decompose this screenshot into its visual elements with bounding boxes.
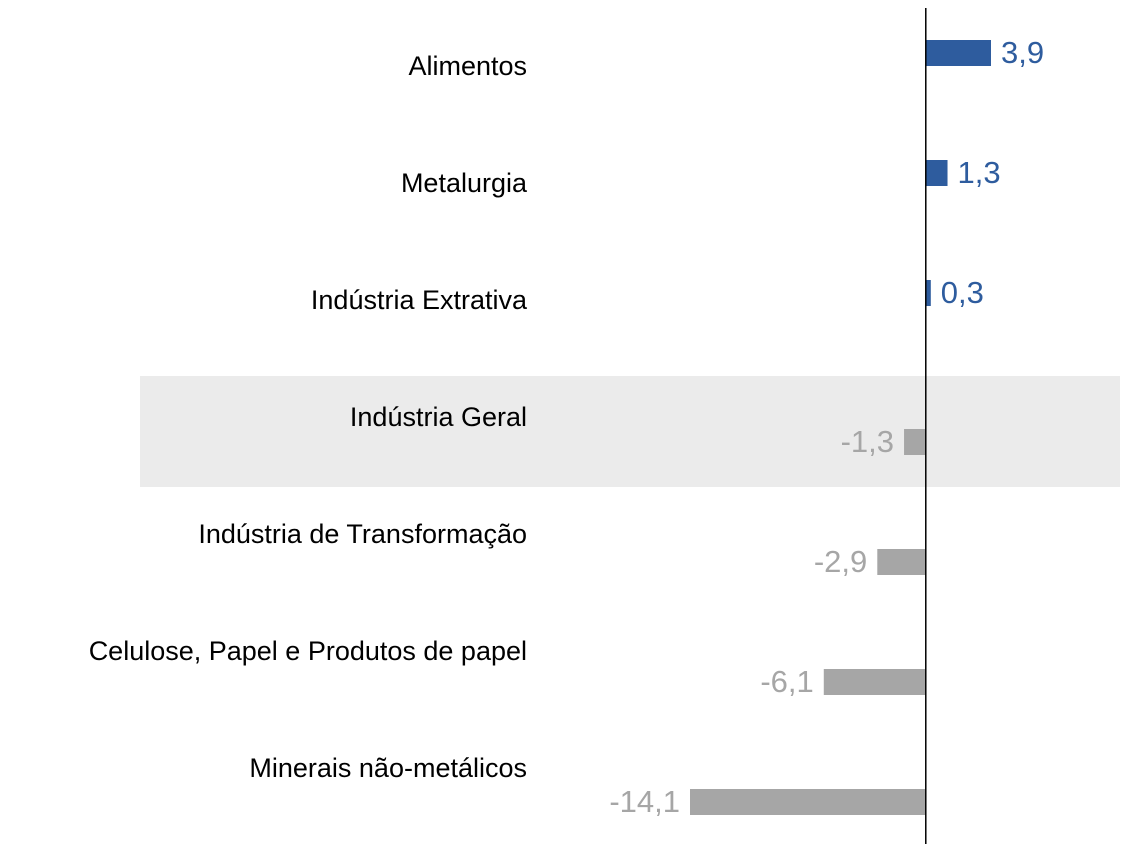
bar	[925, 280, 931, 306]
bar	[925, 40, 991, 66]
value-label: -2,9	[814, 544, 867, 579]
category-label: Celulose, Papel e Produtos de papel	[89, 636, 527, 666]
value-label: -14,1	[609, 784, 680, 819]
bar	[925, 160, 948, 186]
category-label: Minerais não-metálicos	[249, 753, 527, 783]
value-label: 3,9	[1001, 35, 1044, 70]
bar	[823, 669, 926, 695]
value-label: -6,1	[760, 664, 813, 699]
value-label: -1,3	[841, 424, 894, 459]
value-label: 1,3	[958, 155, 1001, 190]
highlight-band	[140, 376, 1120, 487]
category-label: Indústria de Transformação	[198, 519, 527, 549]
category-label: Metalurgia	[401, 168, 528, 198]
bar	[904, 429, 926, 455]
category-label: Indústria Geral	[350, 402, 527, 432]
category-label: Indústria Extrativa	[311, 285, 528, 315]
value-label: 0,3	[941, 275, 984, 310]
bar	[877, 549, 926, 575]
bar	[690, 789, 926, 815]
category-label: Alimentos	[408, 51, 527, 81]
